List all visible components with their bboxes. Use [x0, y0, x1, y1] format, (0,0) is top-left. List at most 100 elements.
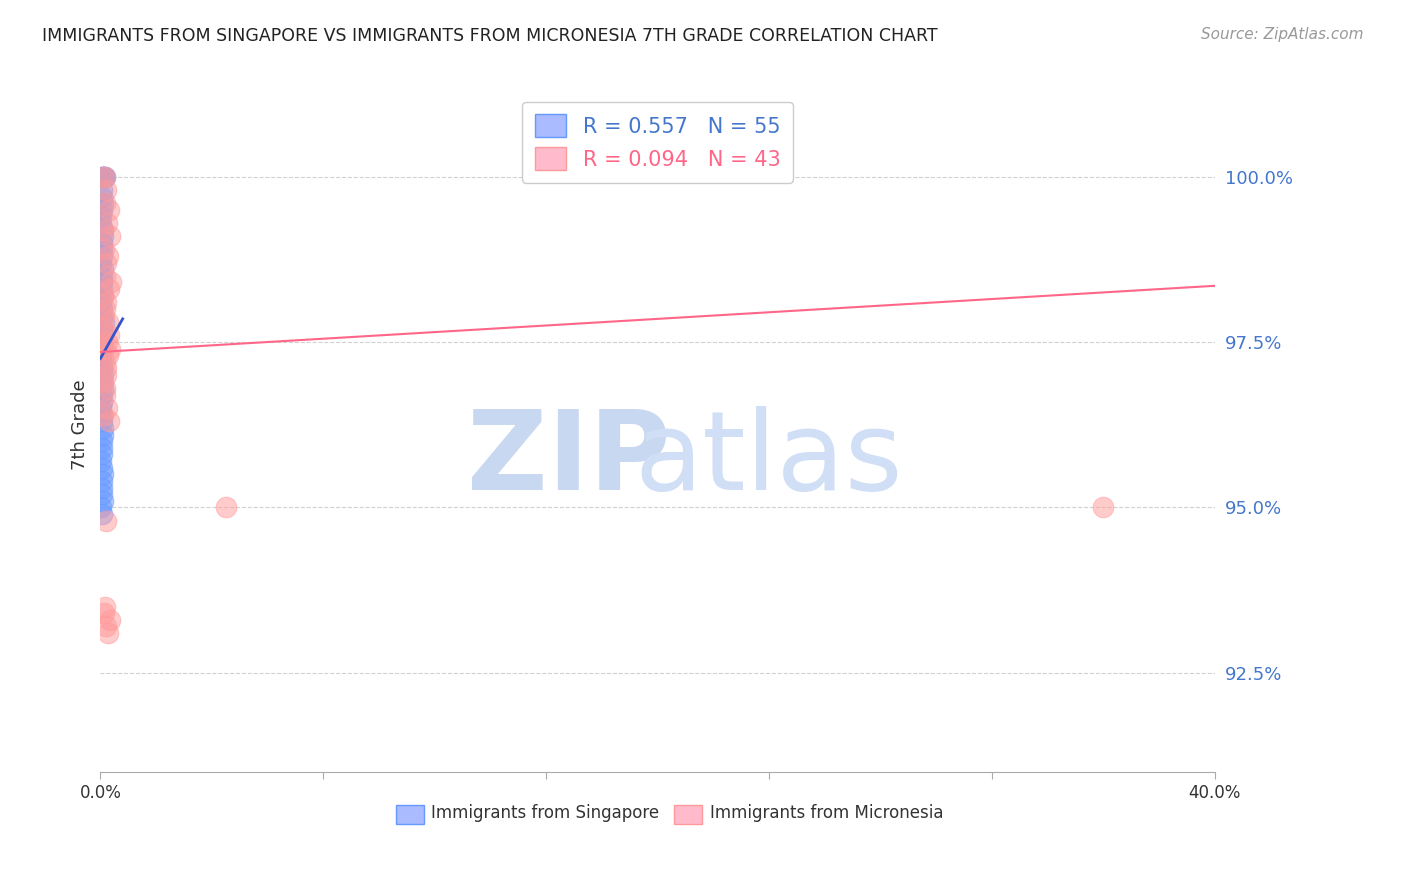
Point	[94, 368, 117, 383]
Point	[90, 414, 112, 428]
Point	[100, 276, 122, 290]
Text: Source: ZipAtlas.com: Source: ZipAtlas.com	[1201, 27, 1364, 42]
Point	[91, 394, 114, 409]
Point	[91, 434, 114, 449]
Text: Immigrants from Micronesia: Immigrants from Micronesia	[710, 804, 943, 822]
Point	[93, 229, 115, 244]
Point	[96, 334, 118, 349]
Point	[91, 322, 114, 336]
Point	[97, 626, 120, 640]
Point	[91, 262, 114, 277]
Point	[91, 381, 114, 395]
Point	[90, 169, 112, 184]
Point	[90, 243, 112, 257]
Point	[96, 183, 118, 197]
Point	[98, 229, 121, 244]
Point	[94, 599, 117, 614]
Point	[94, 301, 117, 316]
Point	[90, 447, 112, 461]
Point	[93, 606, 115, 620]
Point	[91, 249, 114, 263]
Point	[91, 388, 114, 402]
Point	[93, 309, 115, 323]
Point	[90, 454, 112, 468]
Point	[91, 467, 114, 482]
Point	[91, 334, 114, 349]
FancyBboxPatch shape	[675, 805, 702, 824]
Point	[91, 202, 114, 217]
Point	[90, 210, 112, 224]
Point	[90, 309, 112, 323]
Point	[91, 408, 114, 422]
FancyBboxPatch shape	[395, 805, 423, 824]
Point	[93, 342, 115, 356]
Point	[93, 169, 115, 184]
Point	[91, 375, 114, 389]
Point	[94, 381, 117, 395]
Point	[90, 481, 112, 495]
Point	[91, 493, 114, 508]
Y-axis label: 7th Grade: 7th Grade	[72, 379, 89, 470]
Point	[94, 196, 117, 211]
Point	[94, 619, 117, 633]
Legend: R = 0.557   N = 55, R = 0.094   N = 43: R = 0.557 N = 55, R = 0.094 N = 43	[522, 102, 793, 183]
Point	[91, 301, 114, 316]
Point	[91, 361, 114, 376]
Point	[97, 202, 120, 217]
Point	[97, 328, 120, 343]
Point	[98, 613, 121, 627]
Point	[93, 169, 115, 184]
Point	[91, 268, 114, 283]
Point	[91, 222, 114, 236]
Point	[90, 342, 112, 356]
Point	[93, 243, 115, 257]
Text: Immigrants from Singapore: Immigrants from Singapore	[432, 804, 659, 822]
Point	[91, 328, 114, 343]
Point	[94, 255, 117, 269]
Point	[90, 401, 112, 416]
Point	[91, 196, 114, 211]
Point	[91, 169, 114, 184]
Point	[91, 169, 114, 184]
Point	[97, 315, 120, 329]
Point	[91, 474, 114, 488]
Point	[91, 189, 114, 203]
Point	[90, 255, 112, 269]
Point	[96, 295, 118, 310]
Point	[90, 183, 112, 197]
Point	[215, 500, 238, 515]
Point	[91, 487, 114, 501]
Point	[91, 322, 114, 336]
Point	[91, 427, 114, 442]
Text: atlas: atlas	[634, 406, 903, 513]
Point	[93, 169, 115, 184]
Point	[90, 500, 112, 515]
Point	[91, 289, 114, 303]
Point	[91, 289, 114, 303]
Point	[97, 249, 120, 263]
Point	[91, 460, 114, 475]
Point	[91, 334, 114, 349]
Text: IMMIGRANTS FROM SINGAPORE VS IMMIGRANTS FROM MICRONESIA 7TH GRADE CORRELATION CH: IMMIGRANTS FROM SINGAPORE VS IMMIGRANTS …	[42, 27, 938, 45]
Point	[96, 361, 118, 376]
Point	[97, 414, 120, 428]
Point	[97, 348, 120, 362]
Point	[90, 216, 112, 230]
Point	[91, 222, 114, 236]
Point	[91, 355, 114, 369]
Point	[1092, 500, 1115, 515]
Point	[90, 282, 112, 296]
Point	[91, 441, 114, 455]
Point	[94, 355, 117, 369]
Point	[96, 514, 118, 528]
Point	[98, 282, 121, 296]
Point	[94, 268, 117, 283]
Point	[91, 235, 114, 250]
Point	[90, 295, 112, 310]
Point	[98, 342, 121, 356]
Point	[91, 368, 114, 383]
Point	[93, 388, 115, 402]
Point	[91, 169, 114, 184]
Point	[91, 421, 114, 435]
Point	[91, 276, 114, 290]
